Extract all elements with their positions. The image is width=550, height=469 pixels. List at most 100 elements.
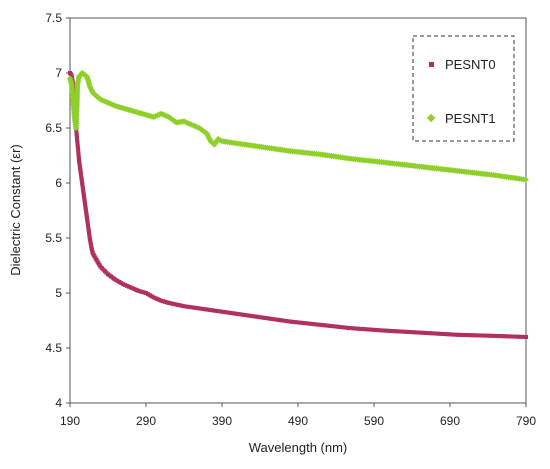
data-point bbox=[259, 315, 264, 320]
data-point bbox=[290, 319, 295, 324]
data-point bbox=[453, 332, 458, 337]
data-point bbox=[195, 306, 200, 311]
data-point bbox=[502, 334, 507, 339]
data-point bbox=[436, 331, 441, 336]
data-point bbox=[445, 332, 450, 337]
data-point bbox=[75, 140, 80, 145]
data-point bbox=[470, 333, 475, 338]
data-point bbox=[449, 332, 454, 337]
y-tick-label: 6.5 bbox=[45, 121, 62, 135]
data-point bbox=[457, 332, 462, 337]
data-point bbox=[483, 333, 488, 338]
data-point bbox=[497, 334, 502, 339]
data-point bbox=[203, 307, 208, 312]
data-point bbox=[459, 332, 464, 337]
data-point bbox=[400, 329, 405, 334]
data-point bbox=[521, 334, 526, 339]
data-point bbox=[487, 333, 492, 338]
data-point bbox=[208, 307, 213, 312]
legend-marker-pesnt1 bbox=[426, 113, 436, 123]
data-point bbox=[284, 319, 289, 323]
data-point bbox=[519, 334, 524, 339]
data-point bbox=[253, 314, 258, 319]
data-point bbox=[74, 130, 79, 135]
data-point bbox=[364, 327, 369, 332]
data-point bbox=[288, 319, 293, 324]
data-point bbox=[388, 328, 393, 333]
data-point bbox=[255, 314, 260, 319]
data-point bbox=[517, 334, 522, 339]
data-point bbox=[362, 327, 367, 332]
data-point bbox=[500, 334, 505, 339]
data-point bbox=[305, 321, 310, 326]
data-point bbox=[478, 333, 483, 338]
data-point bbox=[489, 333, 494, 338]
data-point bbox=[240, 312, 245, 317]
data-point bbox=[299, 320, 304, 325]
data-point bbox=[504, 334, 509, 339]
x-tick-label: 790 bbox=[516, 414, 536, 428]
data-point bbox=[515, 334, 520, 339]
y-tick-label: 4 bbox=[55, 396, 62, 410]
data-point bbox=[390, 329, 395, 334]
data-point bbox=[278, 318, 283, 323]
data-point bbox=[417, 330, 422, 335]
data-point bbox=[249, 313, 254, 318]
data-point bbox=[307, 321, 312, 326]
data-point bbox=[383, 328, 388, 333]
data-point bbox=[76, 152, 81, 157]
data-point bbox=[353, 326, 358, 331]
data-point bbox=[430, 331, 435, 336]
data-point bbox=[331, 324, 336, 329]
data-point bbox=[75, 146, 80, 151]
data-point bbox=[409, 330, 414, 335]
x-tick-label: 490 bbox=[288, 414, 308, 428]
data-point bbox=[464, 333, 469, 338]
data-point bbox=[455, 332, 460, 337]
data-point bbox=[407, 329, 412, 334]
y-tick-label: 5 bbox=[55, 286, 62, 300]
data-point bbox=[190, 305, 195, 310]
data-point bbox=[192, 305, 197, 310]
data-point bbox=[394, 329, 399, 334]
data-point bbox=[75, 136, 80, 141]
data-point bbox=[267, 316, 272, 321]
data-point bbox=[236, 312, 241, 317]
data-point bbox=[438, 331, 443, 336]
data-point bbox=[466, 333, 471, 338]
data-point bbox=[210, 308, 215, 313]
data-point bbox=[312, 322, 317, 327]
data-point bbox=[370, 327, 375, 332]
data-point bbox=[480, 333, 485, 338]
data-point bbox=[223, 310, 228, 315]
data-point bbox=[340, 325, 345, 330]
data-point bbox=[231, 311, 236, 316]
data-point bbox=[182, 304, 186, 309]
data-point bbox=[325, 323, 330, 328]
legend: PESNT0 PESNT1 bbox=[412, 35, 515, 142]
data-point bbox=[336, 324, 341, 329]
data-point bbox=[186, 304, 191, 309]
data-point bbox=[75, 138, 80, 143]
data-point bbox=[451, 332, 456, 337]
data-point bbox=[271, 317, 276, 322]
data-point bbox=[314, 322, 319, 327]
data-point bbox=[318, 322, 323, 327]
legend-box bbox=[412, 35, 515, 142]
data-point bbox=[485, 333, 490, 338]
data-point bbox=[411, 330, 416, 335]
data-point bbox=[74, 132, 79, 137]
data-point bbox=[199, 306, 204, 311]
data-point bbox=[423, 330, 428, 335]
data-point bbox=[334, 324, 338, 329]
data-point bbox=[257, 315, 262, 320]
data-point bbox=[269, 316, 274, 321]
data-point bbox=[347, 325, 352, 330]
data-point bbox=[75, 144, 80, 149]
y-tick-label: 7.5 bbox=[45, 11, 62, 25]
x-axis-title: Wavelength (nm) bbox=[249, 440, 348, 455]
data-point bbox=[188, 305, 193, 310]
data-point bbox=[344, 325, 349, 330]
data-point bbox=[495, 333, 500, 338]
